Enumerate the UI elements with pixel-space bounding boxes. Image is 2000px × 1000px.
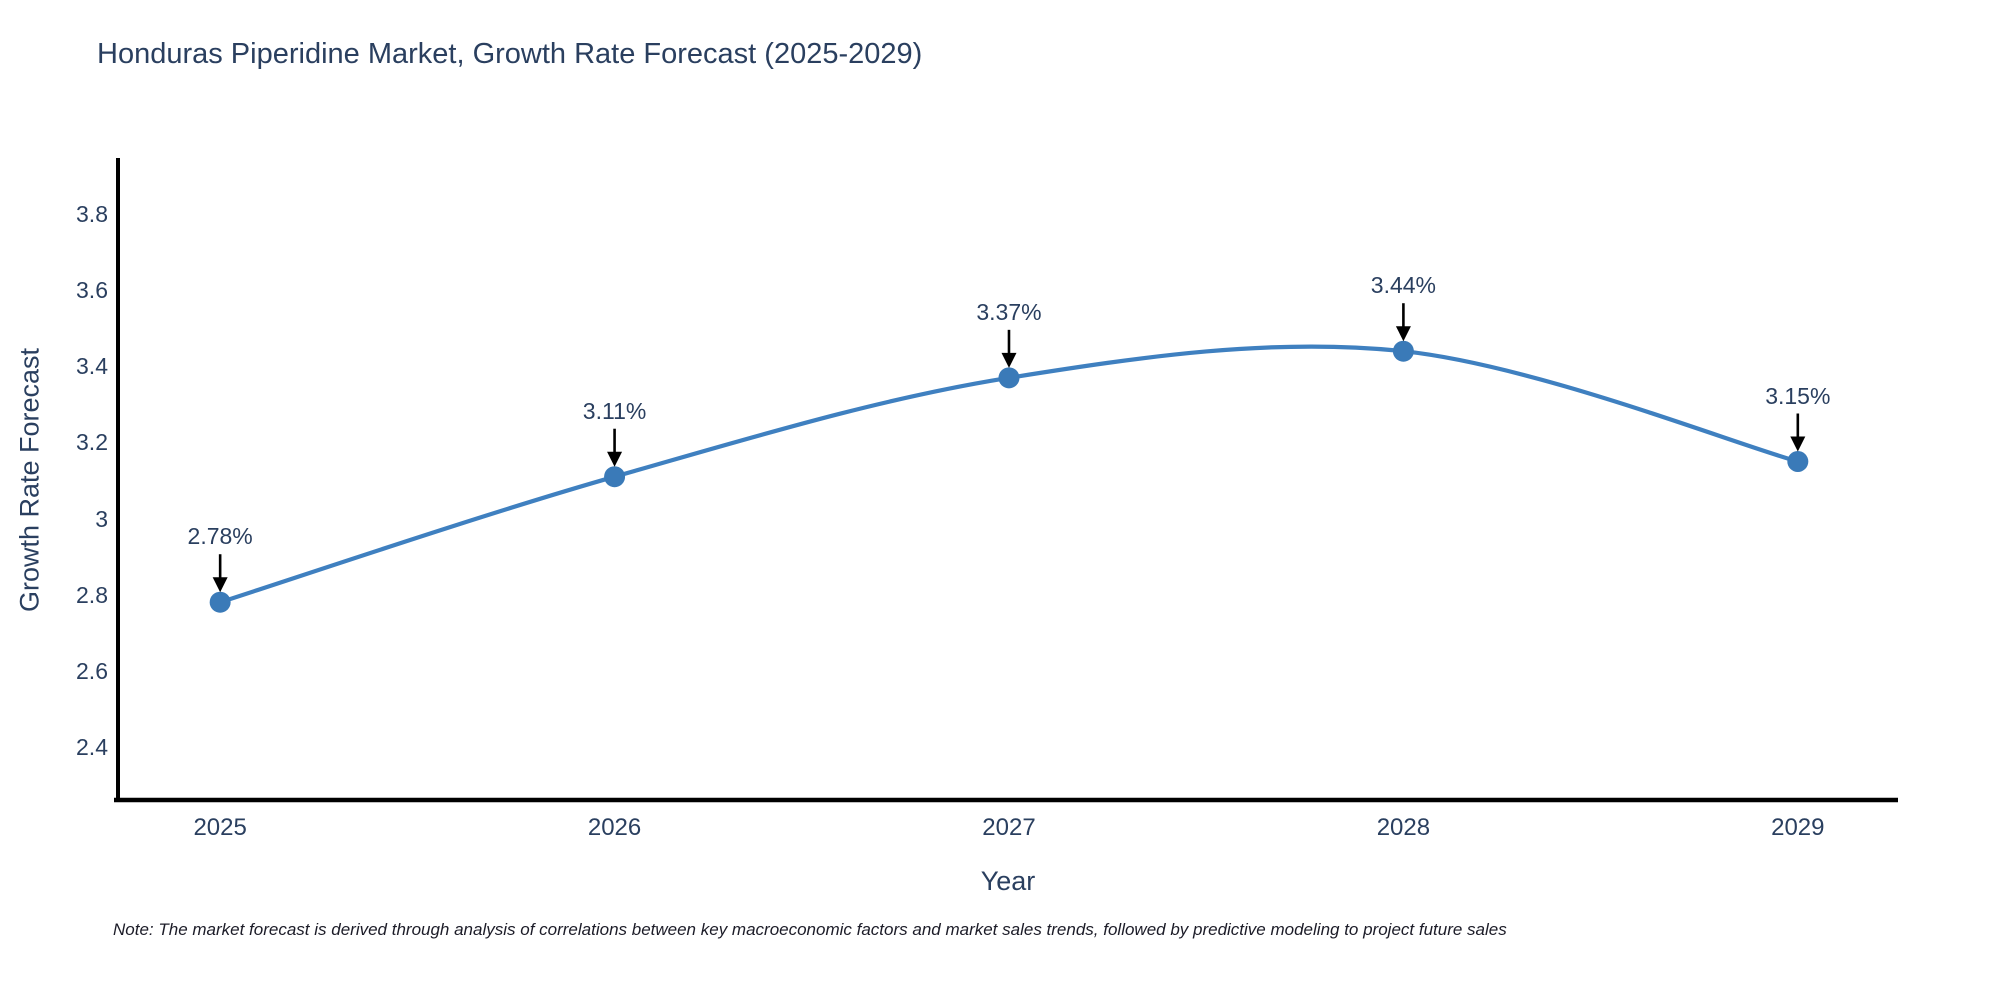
data-point-marker: [604, 466, 626, 488]
y-axis-title: Growth Rate Forecast: [14, 347, 45, 613]
y-tick-label: 2.4: [76, 733, 108, 760]
x-tick-label: 2028: [1376, 814, 1431, 841]
y-tick-label: 2.8: [76, 581, 108, 608]
data-point-label: 3.37%: [976, 298, 1042, 325]
y-tick-label: 3.2: [76, 429, 108, 456]
data-point-label: 3.15%: [1765, 382, 1831, 409]
data-point-label: 3.11%: [582, 397, 647, 424]
data-point-marker: [1787, 451, 1809, 473]
annotation-arrow-head: [212, 577, 228, 593]
annotation-arrow-head: [1001, 352, 1017, 368]
annotation-arrow-head: [607, 451, 623, 467]
x-tick-label: 2029: [1771, 814, 1825, 841]
y-tick-label: 2.6: [76, 657, 108, 684]
annotation-arrow-head: [1395, 326, 1411, 342]
y-tick-label: 3.8: [76, 201, 108, 228]
data-point-label: 2.78%: [187, 523, 253, 550]
x-tick-label: 2025: [193, 814, 247, 841]
data-point-marker: [1392, 340, 1414, 362]
footnote: Note: The market forecast is derived thr…: [113, 920, 1507, 939]
data-point-label: 3.44%: [1370, 272, 1436, 299]
data-point-marker: [209, 591, 231, 613]
x-tick-label: 2027: [982, 814, 1036, 841]
y-tick-label: 3: [95, 505, 108, 532]
data-point-marker: [998, 367, 1020, 389]
annotation-arrow-head: [1790, 436, 1806, 452]
x-tick-label: 2026: [587, 814, 642, 841]
y-tick-label: 3.6: [76, 277, 108, 304]
chart-title: Honduras Piperidine Market, Growth Rate …: [97, 38, 923, 70]
y-tick-label: 3.4: [76, 353, 108, 380]
x-axis-title: Year: [980, 866, 1036, 896]
